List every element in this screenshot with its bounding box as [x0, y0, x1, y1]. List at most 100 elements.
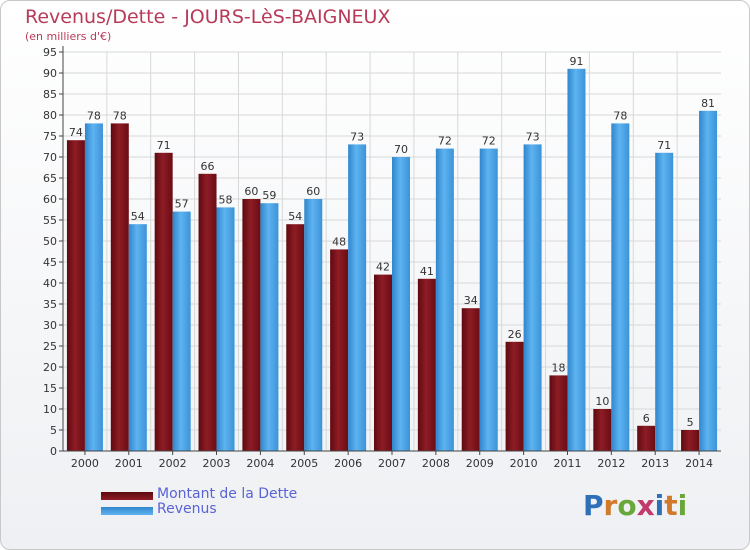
x-tick-label: 2012: [597, 457, 625, 470]
y-tick-label: 40: [43, 277, 57, 290]
bar-revenue: [304, 199, 323, 451]
data-label-debt: 78: [113, 109, 127, 122]
logo-letter: P: [583, 489, 604, 522]
data-label-revenue: 73: [526, 130, 540, 143]
y-tick-label: 30: [43, 319, 57, 332]
bar-debt: [154, 152, 173, 452]
data-label-debt: 6: [643, 412, 650, 425]
y-tick-label: 70: [43, 151, 57, 164]
y-tick-label: 20: [43, 361, 57, 374]
y-tick-label: 10: [43, 403, 57, 416]
bar-debt: [593, 409, 612, 451]
y-tick-label: 5: [50, 424, 57, 437]
bar-revenue: [655, 152, 674, 452]
x-tick-label: 2002: [159, 457, 187, 470]
bar-revenue: [260, 203, 279, 451]
y-tick-label: 55: [43, 214, 57, 227]
data-label-revenue: 91: [569, 55, 583, 68]
logo-letter: t: [664, 489, 678, 522]
y-tick-label: 45: [43, 256, 57, 269]
bar-debt: [198, 173, 217, 452]
logo-letter: i: [654, 489, 665, 522]
data-label-revenue: 58: [219, 193, 233, 206]
bar-debt: [286, 224, 305, 451]
x-tick-label: 2000: [71, 457, 99, 470]
bar-debt: [461, 308, 480, 451]
bar-debt: [374, 274, 392, 451]
bar-debt: [505, 341, 524, 451]
bar-revenue: [84, 123, 103, 452]
x-tick-label: 2009: [466, 457, 494, 470]
y-tick-label: 35: [43, 298, 57, 311]
data-label-revenue: 72: [438, 135, 452, 148]
y-tick-label: 25: [43, 340, 57, 353]
x-tick-label: 2004: [246, 457, 274, 470]
data-label-debt: 41: [420, 265, 434, 278]
x-tick-label: 2003: [203, 457, 231, 470]
proxiti-logo: Proxiti: [583, 489, 687, 522]
data-label-revenue: 73: [350, 130, 364, 143]
bar-revenue: [567, 68, 586, 452]
legend-label-debt: Montant de la Dette: [157, 486, 298, 502]
bar-debt: [330, 249, 349, 451]
data-label-debt: 48: [332, 235, 346, 248]
legend-swatch-revenue: [101, 507, 153, 515]
data-label-debt: 18: [551, 361, 565, 374]
x-tick-label: 2008: [422, 457, 450, 470]
bar-debt: [637, 425, 656, 451]
y-tick-label: 80: [43, 109, 57, 122]
y-tick-label: 85: [43, 88, 57, 101]
x-tick-label: 2010: [510, 457, 538, 470]
y-tick-label: 60: [43, 193, 57, 206]
y-tick-label: 75: [43, 130, 57, 143]
bar-debt: [417, 278, 436, 451]
data-label-debt: 54: [288, 210, 302, 223]
y-tick-label: 65: [43, 172, 57, 185]
bar-revenue: [392, 157, 410, 451]
data-label-revenue: 57: [175, 198, 189, 211]
legend-swatch-debt: [101, 492, 153, 500]
data-label-revenue: 81: [701, 97, 715, 110]
data-label-revenue: 78: [613, 109, 627, 122]
bar-debt: [681, 430, 700, 451]
data-label-debt: 71: [157, 139, 171, 152]
y-tick-label: 50: [43, 235, 57, 248]
data-label-revenue: 70: [394, 143, 408, 156]
data-label-revenue: 54: [131, 210, 145, 223]
data-label-debt: 60: [244, 185, 258, 198]
bar-revenue: [611, 123, 630, 452]
bar-debt: [110, 123, 129, 452]
bar-debt: [66, 140, 85, 451]
y-tick-label: 15: [43, 382, 57, 395]
data-label-revenue: 59: [262, 189, 276, 202]
logo-letter: x: [636, 489, 655, 522]
x-tick-label: 2013: [641, 457, 669, 470]
data-label-revenue: 72: [482, 135, 496, 148]
data-label-debt: 74: [69, 126, 83, 139]
x-tick-label: 2001: [115, 457, 143, 470]
bar-debt: [242, 199, 261, 451]
x-tick-label: 2014: [685, 457, 713, 470]
x-tick-label: 2011: [553, 457, 581, 470]
y-tick-label: 95: [43, 46, 57, 59]
data-label-debt: 66: [201, 160, 215, 173]
bar-debt: [549, 375, 568, 451]
logo-letter: r: [603, 489, 618, 522]
x-tick-label: 2007: [378, 457, 406, 470]
chart-subtitle: (en milliers d'€): [25, 30, 112, 43]
data-label-revenue: 71: [657, 139, 671, 152]
bar-revenue: [128, 224, 147, 451]
bar-revenue: [699, 110, 718, 452]
chart-title: Revenus/Dette - JOURS-LèS-BAIGNEUX: [25, 6, 391, 28]
y-tick-label: 90: [43, 67, 57, 80]
y-tick-label: 0: [50, 445, 57, 458]
bar-revenue: [348, 144, 367, 451]
bar-revenue: [523, 144, 542, 451]
bar-revenue: [172, 211, 191, 451]
data-label-debt: 42: [376, 261, 390, 274]
bar-revenue: [479, 148, 498, 451]
data-label-revenue: 78: [87, 109, 101, 122]
data-label-debt: 5: [687, 416, 694, 429]
